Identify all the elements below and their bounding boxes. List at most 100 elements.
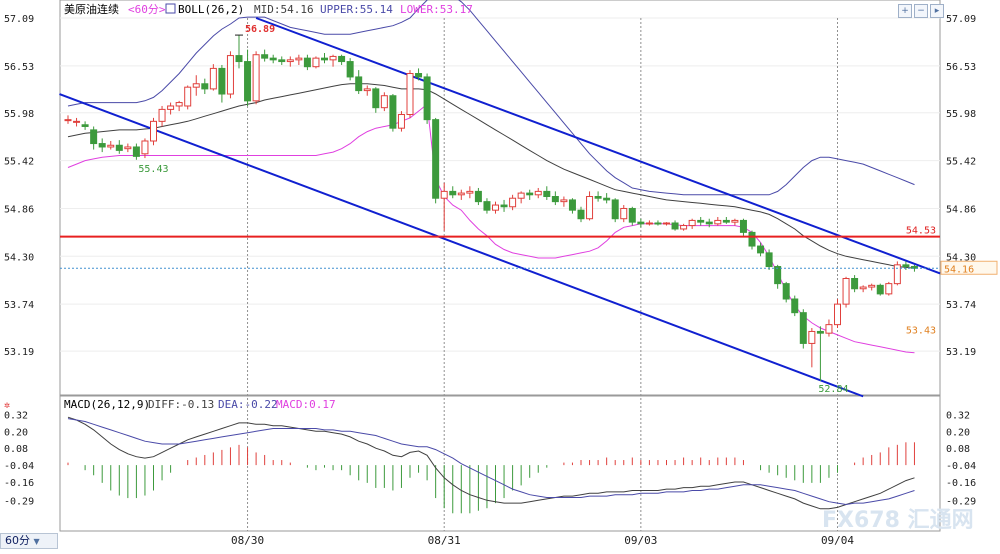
watermark: FX678 汇通网	[822, 508, 974, 533]
candle-body	[791, 298, 799, 314]
candle-body	[697, 219, 705, 223]
macd-tick-left: -0.16	[4, 478, 34, 489]
macd-tick-right: 0.20	[946, 427, 970, 438]
macd-tick-left: 0.32	[4, 410, 28, 421]
macd-tick-left: -0.04	[4, 461, 34, 472]
boll-mid-line	[67, 83, 915, 269]
price-tick-left: 57.09	[4, 14, 34, 25]
price-tick-left: 53.74	[4, 300, 34, 311]
candle-body	[851, 278, 859, 290]
dropdown-icon[interactable]: ▼	[33, 537, 40, 546]
indicator-toggle-icon[interactable]	[165, 3, 176, 14]
candle-body	[397, 114, 405, 129]
time-tick-label: 09/04	[821, 534, 854, 547]
candle-body	[90, 129, 98, 145]
candle-body	[184, 86, 192, 107]
candle-body	[705, 221, 713, 225]
boll-lower-line	[67, 103, 915, 354]
candle-body	[132, 146, 140, 157]
candle-body	[834, 303, 841, 326]
boll-lower-value: LOWER:53.17	[400, 3, 473, 16]
candle-body	[628, 207, 636, 223]
candle-body	[466, 190, 474, 194]
candle-body	[209, 67, 217, 90]
zoom-out-icon[interactable]: −	[914, 4, 928, 18]
macd-label: MACD(26,12,9)	[64, 398, 150, 411]
macd-tick-right: -0.29	[946, 496, 976, 507]
zoom-in-icon[interactable]: +	[898, 4, 912, 18]
candle-body	[680, 225, 688, 230]
candle-body	[722, 219, 730, 223]
price-tick-right: 55.42	[946, 157, 976, 168]
macd-settings-icon[interactable]: ✲	[4, 400, 10, 411]
candle-body	[526, 192, 534, 196]
candle-body	[739, 219, 747, 233]
candle-body	[663, 222, 670, 225]
price-tick-right: 55.98	[946, 109, 976, 120]
price-tick-left: 54.30	[4, 252, 34, 263]
candle-body	[269, 57, 277, 61]
candle-body	[534, 190, 542, 196]
low-value-label: 55.43	[138, 164, 168, 175]
dea-line	[67, 418, 915, 506]
macd-histogram	[67, 442, 915, 514]
candle-body	[842, 278, 850, 305]
candle-body	[500, 204, 508, 208]
macd-tick-left: -0.29	[4, 496, 34, 507]
macd-tick-right: 0.08	[946, 444, 970, 455]
price-tick-right: 53.19	[946, 347, 976, 358]
candle-body	[765, 252, 773, 268]
candle-body	[457, 192, 465, 196]
macd-tick-right: -0.16	[946, 478, 976, 489]
price-tick-left: 56.53	[4, 62, 34, 73]
boll-label: BOLL(26,2)	[178, 3, 244, 16]
expand-icon[interactable]: ▸	[930, 4, 944, 18]
time-tick-label: 08/31	[428, 534, 461, 547]
price-tick-right: 56.53	[946, 62, 976, 73]
candle-body	[363, 88, 371, 92]
candle-body	[372, 88, 380, 109]
candle-body	[115, 144, 123, 151]
price-tick-left: 53.19	[4, 347, 34, 358]
period-label: <60分>	[128, 3, 166, 16]
candles	[64, 35, 918, 381]
candle-body	[671, 222, 679, 230]
candle-body	[782, 283, 790, 300]
candle-body	[355, 76, 363, 92]
candle-body	[868, 284, 876, 288]
candle-body	[201, 83, 209, 90]
candle-body	[594, 196, 602, 199]
candle-body	[150, 120, 157, 142]
candle-body	[261, 54, 269, 59]
candle-body	[432, 119, 440, 199]
price-tick-left: 54.86	[4, 204, 34, 215]
candle-body	[714, 219, 722, 225]
diff-line	[67, 416, 915, 510]
candle-body	[910, 266, 918, 269]
symbol-title: 美原油连续	[64, 2, 119, 16]
time-tick-label: 09/03	[624, 534, 657, 547]
candle-body	[816, 330, 824, 334]
boll-upper-value: UPPER:55.14	[320, 3, 393, 16]
price-tick-right: 54.86	[946, 204, 976, 215]
candle-body	[449, 190, 457, 196]
macd-tick-left: 0.08	[4, 444, 28, 455]
price-annotations: 56.89 55.43 52.84 54.53 54.16 53.43	[60, 24, 998, 395]
period-tab[interactable]: 60分 ▼	[0, 533, 58, 549]
grid	[60, 17, 940, 531]
candle-body	[902, 264, 910, 268]
macd-diff-value: DIFF:-0.13	[148, 398, 214, 411]
price-tick-left: 55.98	[4, 109, 34, 120]
candle-body	[517, 192, 525, 199]
lower-band-label: 53.43	[906, 326, 936, 337]
price-panel	[59, 0, 941, 396]
price-tick-right: 57.09	[946, 14, 976, 25]
macd-tick-right: -0.04	[946, 461, 976, 472]
trend-channel-line	[59, 93, 864, 398]
candle-body	[885, 283, 893, 295]
candle-body	[158, 108, 166, 122]
macd-tick-right: 0.32	[946, 410, 970, 421]
candle-body	[893, 264, 901, 285]
candle-body	[278, 59, 286, 63]
